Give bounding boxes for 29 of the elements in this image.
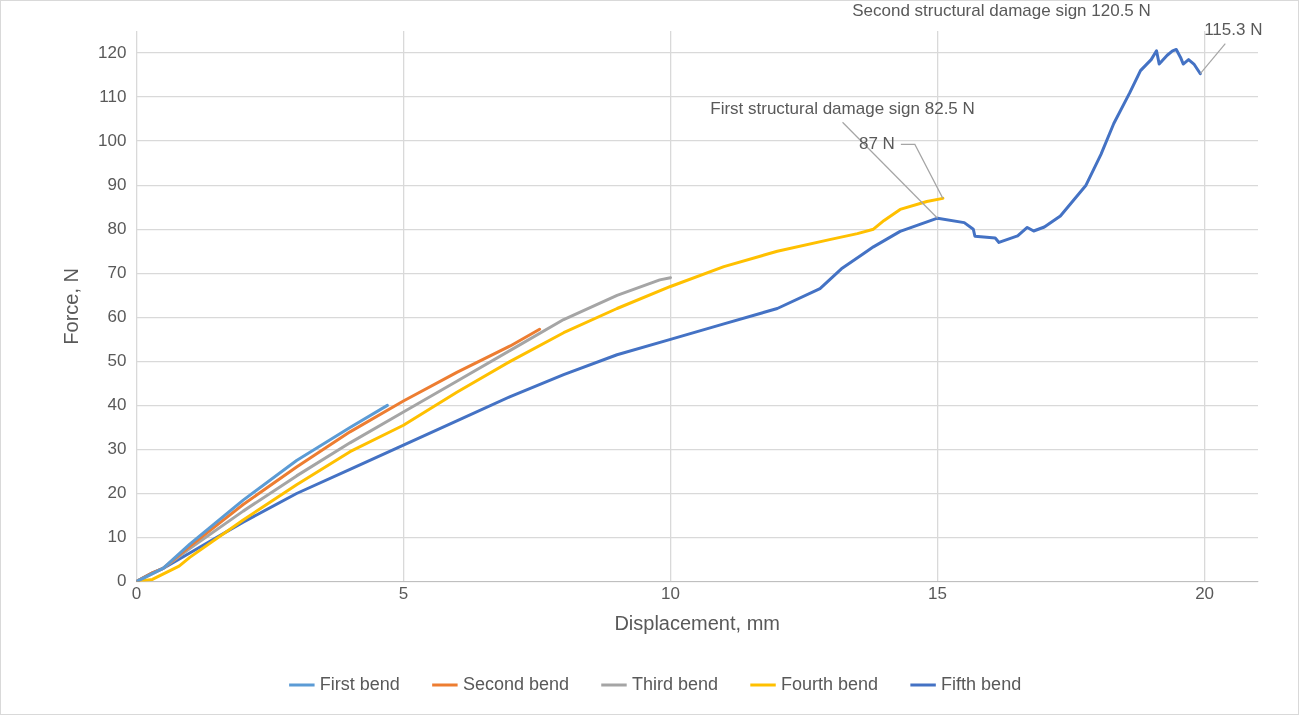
y-tick-label: 30	[107, 439, 127, 459]
y-tick-label: 90	[107, 174, 127, 194]
legend-label: Fifth bend	[941, 673, 1022, 694]
y-tick-label: 10	[107, 527, 127, 547]
legend-label: Third bend	[631, 673, 719, 694]
x-axis-title: Displacement, mm	[614, 611, 780, 634]
annotation: 87 N	[858, 134, 895, 154]
y-tick-label: 20	[107, 483, 127, 503]
y-tick-label: 40	[107, 395, 127, 415]
annotation: 115.3 N	[1204, 20, 1263, 40]
x-tick-label: 20	[1195, 584, 1215, 604]
y-axis-title: Force, N	[59, 267, 82, 345]
annotation: First structural damage sign 82.5 N	[710, 98, 975, 118]
y-tick-label: 70	[107, 262, 127, 282]
y-tick-label: 60	[107, 307, 127, 326]
legend-label: Fourth bend	[781, 673, 879, 694]
y-tick-label: 120	[97, 42, 127, 62]
x-tick-label: 10	[661, 584, 680, 604]
y-tick-label: 100	[97, 130, 127, 150]
y-tick-label: 80	[107, 218, 127, 238]
y-tick-label: 110	[99, 86, 127, 106]
legend-label: First bend	[319, 673, 400, 694]
legend-label: Second bend	[462, 673, 569, 694]
y-tick-label: 50	[107, 351, 127, 371]
annotation: Second structural damage sign 120.5 N	[852, 0, 1151, 20]
y-tick-label: 0	[116, 571, 127, 591]
x-tick-label: 0	[131, 584, 142, 604]
x-tick-label: 5	[398, 584, 409, 604]
x-tick-label: 15	[928, 584, 947, 604]
